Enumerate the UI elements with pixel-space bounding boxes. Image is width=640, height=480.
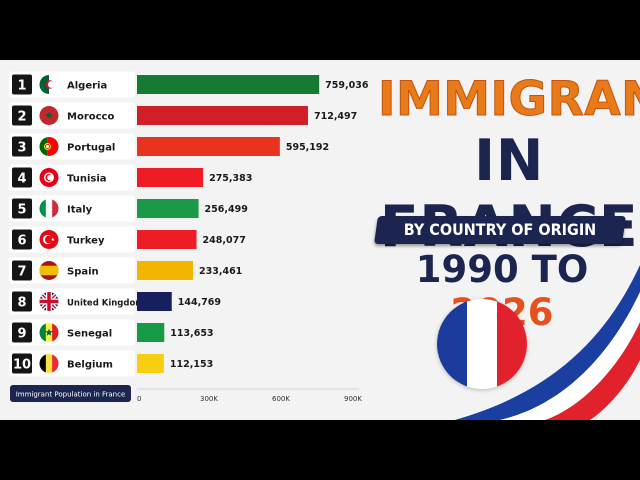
row-card xyxy=(9,71,135,98)
flag-belgium-icon xyxy=(39,354,59,373)
country-label: Spain xyxy=(67,267,99,278)
subtitle: BY COUNTRY OF ORIGIN xyxy=(403,220,597,239)
rank-badge xyxy=(12,105,32,126)
bar xyxy=(137,354,164,373)
value-label: 256,499 xyxy=(205,204,248,215)
thumbnail-canvas: 1 Algeria 759,036 2 Morocco 712,497 3 Portugal 5… xyxy=(0,60,640,420)
bar xyxy=(137,230,197,249)
x-tick-label: 600K xyxy=(272,395,290,403)
bar xyxy=(137,292,172,311)
flag-uk-icon xyxy=(39,292,59,311)
year-start: 1990 xyxy=(415,248,519,291)
rank-number: 8 xyxy=(17,296,26,311)
rank-badge xyxy=(12,74,32,95)
x-tick-label: 300K xyxy=(200,395,218,403)
rank-number: 2 xyxy=(17,110,26,125)
flag-senegal-icon xyxy=(39,323,59,342)
row-card xyxy=(9,102,135,129)
flag-swoosh-decoration xyxy=(455,265,640,420)
bar xyxy=(137,323,165,342)
bar xyxy=(137,261,194,280)
rank-badge xyxy=(12,353,32,374)
rank-badge xyxy=(12,291,32,312)
rank-number: 6 xyxy=(17,234,26,249)
value-label: 144,769 xyxy=(178,297,221,308)
rank-badge xyxy=(12,167,32,188)
value-label: 113,653 xyxy=(170,328,213,339)
row-card xyxy=(9,133,135,160)
x-tick-label: 0 xyxy=(137,395,141,403)
rank-number: 9 xyxy=(17,327,26,342)
rank-number: 4 xyxy=(17,172,26,187)
title-line-1: IMMIGRANTS xyxy=(378,72,640,128)
rank-number: 3 xyxy=(17,141,26,156)
value-label: 248,077 xyxy=(203,235,246,246)
row-card xyxy=(9,257,135,284)
bar xyxy=(137,106,308,125)
country-label: Tunisia xyxy=(67,174,107,185)
rank-number: 7 xyxy=(17,265,26,280)
rank-badge xyxy=(12,229,32,250)
bar xyxy=(137,75,320,94)
value-label: 275,383 xyxy=(209,173,252,184)
row-card xyxy=(9,226,135,253)
x-tick-label: 900K xyxy=(344,395,362,403)
value-label: 712,497 xyxy=(314,111,357,122)
flag-spain-icon xyxy=(39,261,59,280)
rank-badge xyxy=(12,260,32,281)
year-to: TO xyxy=(518,248,589,291)
row-card xyxy=(9,195,135,222)
country-label: Morocco xyxy=(67,112,114,123)
bar xyxy=(137,199,199,218)
row-card xyxy=(9,319,135,346)
rank-number: 10 xyxy=(13,358,31,373)
flag-morocco-icon xyxy=(39,106,59,125)
row-card xyxy=(9,288,135,315)
value-label: 595,192 xyxy=(286,142,329,153)
country-label: Senegal xyxy=(67,329,112,340)
flag-france-icon xyxy=(437,299,527,389)
country-label: Italy xyxy=(67,205,93,216)
bar-chart: 1 Algeria 759,036 2 Morocco 712,497 3 Portugal 5… xyxy=(9,71,369,403)
row-card xyxy=(9,164,135,191)
legend-badge xyxy=(10,385,131,402)
country-label: Algeria xyxy=(67,81,107,92)
flag-italy-icon xyxy=(39,199,59,218)
flag-turkey-icon xyxy=(39,230,59,249)
rank-badge xyxy=(12,322,32,343)
flag-portugal-icon xyxy=(39,137,59,156)
rank-number: 1 xyxy=(17,79,26,94)
value-label: 112,153 xyxy=(170,359,213,370)
flag-tunisia-icon xyxy=(39,168,59,187)
legend-label: Immigrant Population in France xyxy=(16,391,126,399)
country-label: Portugal xyxy=(67,143,115,154)
flag-algeria-icon xyxy=(39,75,59,94)
country-label: Turkey xyxy=(67,236,105,247)
value-label: 759,036 xyxy=(325,80,369,91)
rank-badge xyxy=(12,198,32,219)
bar xyxy=(137,137,280,156)
rank-badge xyxy=(12,136,32,157)
country-label: United Kingdom xyxy=(67,299,144,309)
bar xyxy=(137,168,204,187)
rank-number: 5 xyxy=(17,203,26,218)
row-card xyxy=(9,350,135,377)
value-label: 233,461 xyxy=(199,266,242,277)
country-label: Belgium xyxy=(67,360,113,371)
